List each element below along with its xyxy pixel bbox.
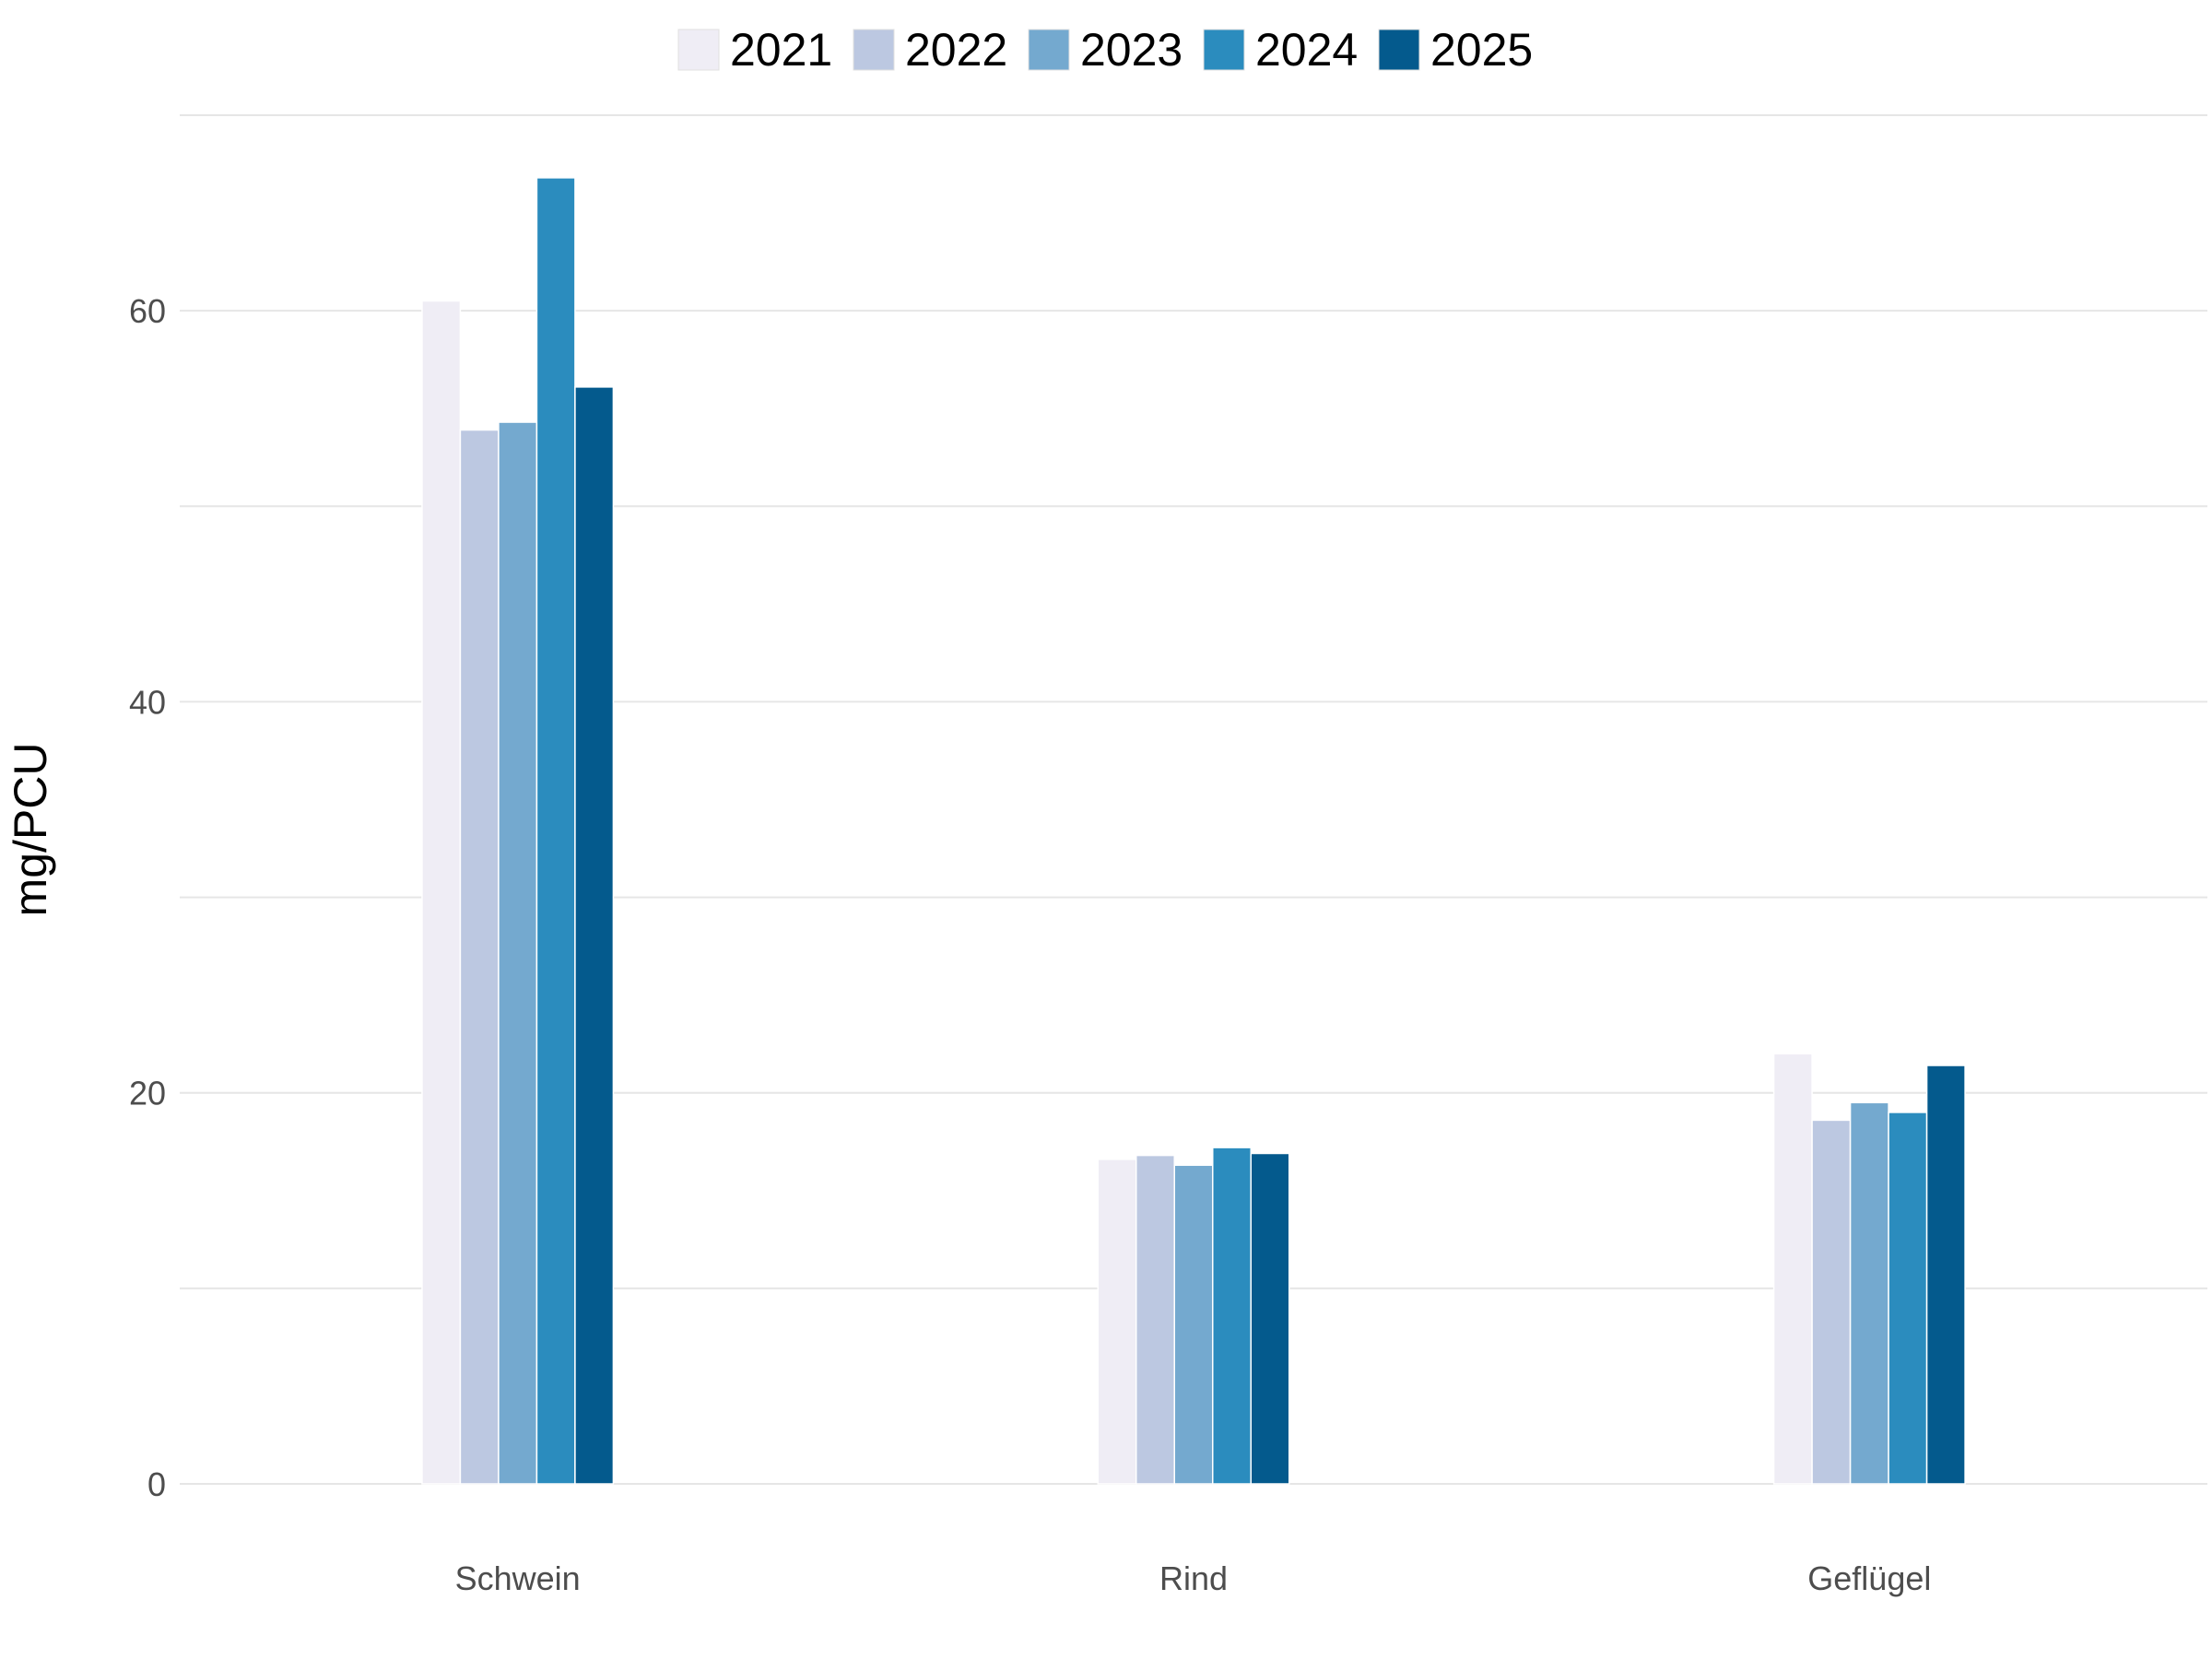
bar-rind-2022 (1135, 1154, 1175, 1485)
legend-swatch-2025 (1378, 29, 1420, 71)
bar-geflügel-2023 (1849, 1101, 1889, 1485)
x-tick-label: Schwein (455, 1559, 581, 1597)
x-tick-label: Geflügel (1807, 1559, 1931, 1597)
y-axis-title: mg/PCU (5, 743, 56, 917)
bar-schwein-2025 (574, 386, 615, 1485)
bar-rind-2021 (1097, 1159, 1137, 1485)
bars (421, 177, 1966, 1485)
bar-schwein-2024 (535, 177, 576, 1485)
bar-geflügel-2021 (1772, 1053, 1813, 1485)
legend-label-2021: 2021 (730, 24, 832, 76)
legend-label-2025: 2025 (1430, 24, 1533, 76)
legend-label-2022: 2022 (905, 24, 1007, 76)
bar-geflügel-2022 (1811, 1119, 1852, 1485)
legend-swatch-2021 (677, 29, 720, 71)
x-tick-label: Rind (1159, 1559, 1228, 1597)
bar-schwein-2022 (459, 429, 500, 1485)
bar-geflügel-2025 (1925, 1065, 1966, 1485)
y-tick-label: 40 (129, 683, 166, 721)
y-axis-ticks: 0 20 40 60 (129, 292, 166, 1503)
bar-rind-2023 (1173, 1164, 1214, 1485)
bar-geflügel-2024 (1888, 1112, 1928, 1485)
bar-rind-2025 (1250, 1152, 1290, 1485)
x-axis-ticks: Schwein Rind Geflügel (455, 1559, 1932, 1597)
bar-schwein-2021 (421, 300, 462, 1485)
legend-swatch-2023 (1028, 29, 1070, 71)
legend-label-2024: 2024 (1255, 24, 1358, 76)
y-tick-label: 20 (129, 1075, 166, 1112)
bar-schwein-2023 (498, 421, 538, 1485)
legend-label-2023: 2023 (1080, 24, 1182, 76)
y-tick-label: 60 (129, 292, 166, 330)
y-tick-label: 0 (147, 1465, 166, 1503)
bar-rind-2024 (1212, 1147, 1252, 1485)
legend-swatch-2024 (1203, 29, 1245, 71)
legend-swatch-2022 (853, 29, 895, 71)
legend: 2021 2022 2023 2024 2025 (677, 24, 1533, 76)
